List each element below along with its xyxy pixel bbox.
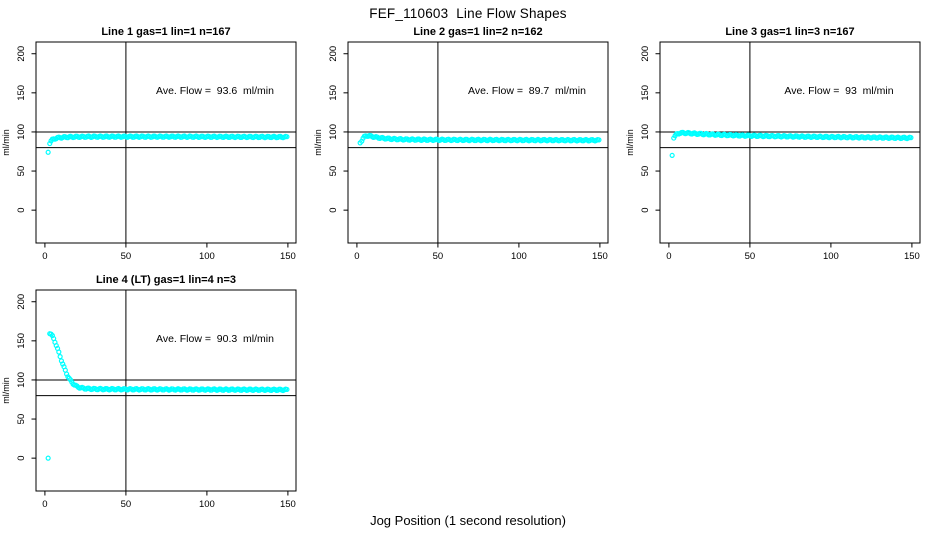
svg-text:ml/min: ml/min bbox=[1, 129, 11, 156]
svg-text:0: 0 bbox=[16, 208, 27, 213]
panel-line-2: 0 50 100 150 0 50 100 150 200 ml/min Line 2 gas=1… bbox=[312, 26, 624, 276]
svg-text:200: 200 bbox=[328, 46, 339, 62]
panel-line-1: 0 50 100 150 0 50 100 150 200 ml/min Line 1 gas=1… bbox=[0, 26, 312, 276]
plot-area-line-4: 0 50 100 150 0 50 100 150 200 ml/min bbox=[1, 289, 297, 510]
svg-text:0: 0 bbox=[42, 251, 47, 262]
svg-text:100: 100 bbox=[16, 372, 27, 388]
svg-text:150: 150 bbox=[328, 85, 339, 101]
plot-area-line-3: 0 50 100 150 0 50 100 150 200 ml/min bbox=[625, 41, 921, 262]
svg-text:150: 150 bbox=[280, 251, 296, 262]
svg-text:ml/min: ml/min bbox=[313, 129, 323, 156]
svg-text:150: 150 bbox=[16, 85, 27, 101]
svg-text:200: 200 bbox=[16, 46, 27, 62]
panel-title-line-3: Line 3 gas=1 lin=3 n=167 bbox=[725, 26, 855, 38]
svg-text:150: 150 bbox=[904, 251, 920, 262]
svg-text:0: 0 bbox=[328, 208, 339, 213]
ave-flow-annotation-line-4: Ave. Flow = 90.3 ml/min bbox=[156, 333, 274, 345]
svg-text:50: 50 bbox=[328, 166, 339, 177]
svg-text:100: 100 bbox=[199, 251, 215, 262]
panel-title-line-4: Line 4 (LT) gas=1 lin=4 n=3 bbox=[95, 274, 237, 286]
svg-text:100: 100 bbox=[199, 499, 215, 510]
svg-text:100: 100 bbox=[511, 251, 527, 262]
svg-text:ml/min: ml/min bbox=[1, 377, 11, 404]
x-axis-caption: Jog Position (1 second resolution) bbox=[370, 513, 566, 528]
figure-main-title: FEF_110603 Line Flow Shapes bbox=[369, 6, 567, 21]
panel-title-line-1: Line 1 gas=1 lin=1 n=167 bbox=[101, 26, 231, 38]
panel-line-4: 0 50 100 150 0 50 100 150 200 ml/min Line 4 (LT) … bbox=[0, 274, 312, 524]
panel-line-3: 0 50 100 150 0 50 100 150 200 ml/min Line 3 gas=1… bbox=[624, 26, 936, 276]
svg-text:0: 0 bbox=[16, 456, 27, 461]
svg-text:150: 150 bbox=[280, 499, 296, 510]
svg-text:50: 50 bbox=[121, 251, 132, 262]
plot-area-line-2: 0 50 100 150 0 50 100 150 200 ml/min bbox=[313, 41, 609, 262]
svg-text:150: 150 bbox=[592, 251, 608, 262]
ave-flow-annotation-line-3: Ave. Flow = 93 ml/min bbox=[784, 85, 894, 97]
svg-text:ml/min: ml/min bbox=[625, 129, 635, 156]
plot-area-line-1: 0 50 100 150 0 50 100 150 200 ml/min bbox=[1, 41, 297, 262]
panel-title-line-2: Line 2 gas=1 lin=2 n=162 bbox=[413, 26, 543, 38]
svg-text:100: 100 bbox=[328, 124, 339, 140]
svg-text:100: 100 bbox=[16, 124, 27, 140]
svg-text:50: 50 bbox=[121, 499, 132, 510]
svg-text:50: 50 bbox=[433, 251, 444, 262]
svg-text:50: 50 bbox=[640, 166, 651, 177]
svg-text:150: 150 bbox=[16, 333, 27, 349]
svg-text:50: 50 bbox=[16, 414, 27, 425]
svg-text:150: 150 bbox=[640, 85, 651, 101]
svg-text:100: 100 bbox=[640, 124, 651, 140]
svg-text:0: 0 bbox=[42, 499, 47, 510]
svg-text:200: 200 bbox=[16, 294, 27, 310]
svg-text:0: 0 bbox=[640, 208, 651, 213]
svg-text:200: 200 bbox=[640, 46, 651, 62]
ave-flow-annotation-line-2: Ave. Flow = 89.7 ml/min bbox=[468, 85, 586, 97]
svg-text:100: 100 bbox=[823, 251, 839, 262]
svg-text:0: 0 bbox=[354, 251, 359, 262]
svg-text:50: 50 bbox=[745, 251, 756, 262]
ave-flow-annotation-line-1: Ave. Flow = 93.6 ml/min bbox=[156, 85, 274, 97]
svg-text:0: 0 bbox=[666, 251, 671, 262]
svg-text:50: 50 bbox=[16, 166, 27, 177]
